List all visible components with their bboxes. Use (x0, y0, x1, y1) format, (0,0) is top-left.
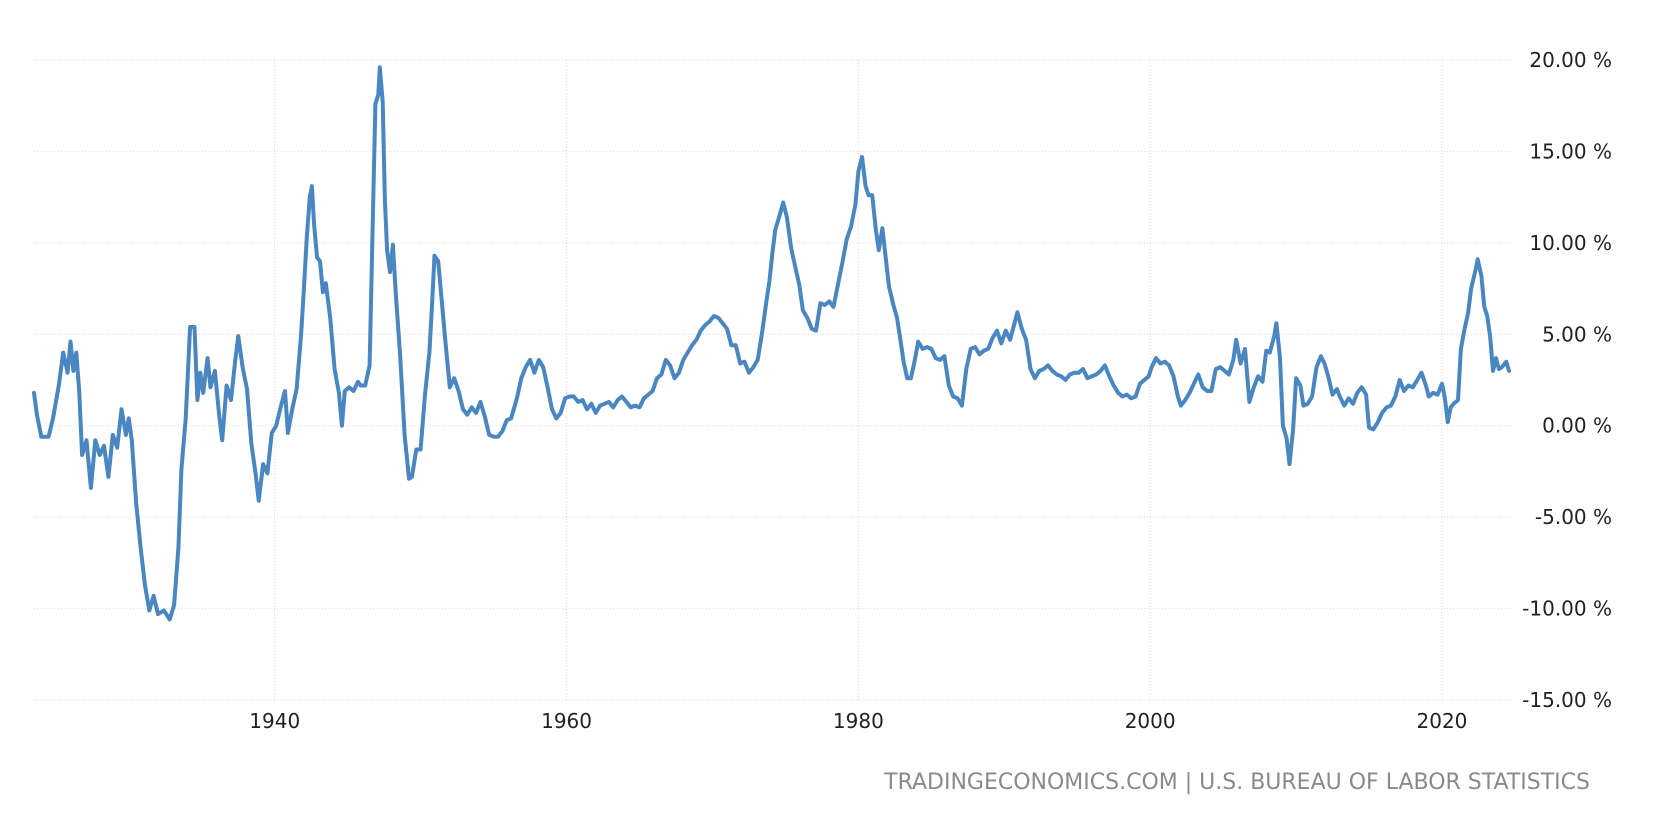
source-attribution: TRADINGECONOMICS.COM | U.S. BUREAU OF LA… (884, 770, 1590, 795)
y-tick-label: 20.00 % (1529, 48, 1612, 72)
y-tick-label: 10.00 % (1529, 231, 1612, 255)
series-layer (32, 65, 1512, 622)
grid (34, 59, 1512, 701)
y-tick-label: 5.00 % (1542, 322, 1612, 346)
x-tick-label: 2000 (1125, 709, 1176, 733)
y-tick-label: -5.00 % (1535, 505, 1612, 529)
y-tick-label: 15.00 % (1529, 139, 1612, 163)
y-tick-label: -10.00 % (1522, 597, 1612, 621)
y-tick-label: -15.00 % (1522, 688, 1612, 712)
x-tick-label: 1980 (833, 709, 884, 733)
x-axis: 1940 1960 1980 2000 2020 (249, 709, 1467, 733)
y-tick-label: 0.00 % (1542, 414, 1612, 438)
x-tick-label: 1960 (541, 709, 592, 733)
y-axis: 20.00 % 15.00 % 10.00 % 5.00 % 0.00 % -5.00 %… (1522, 48, 1612, 712)
series-line (32, 65, 1512, 622)
x-tick-label: 1940 (249, 709, 300, 733)
x-tick-label: 2020 (1417, 709, 1468, 733)
